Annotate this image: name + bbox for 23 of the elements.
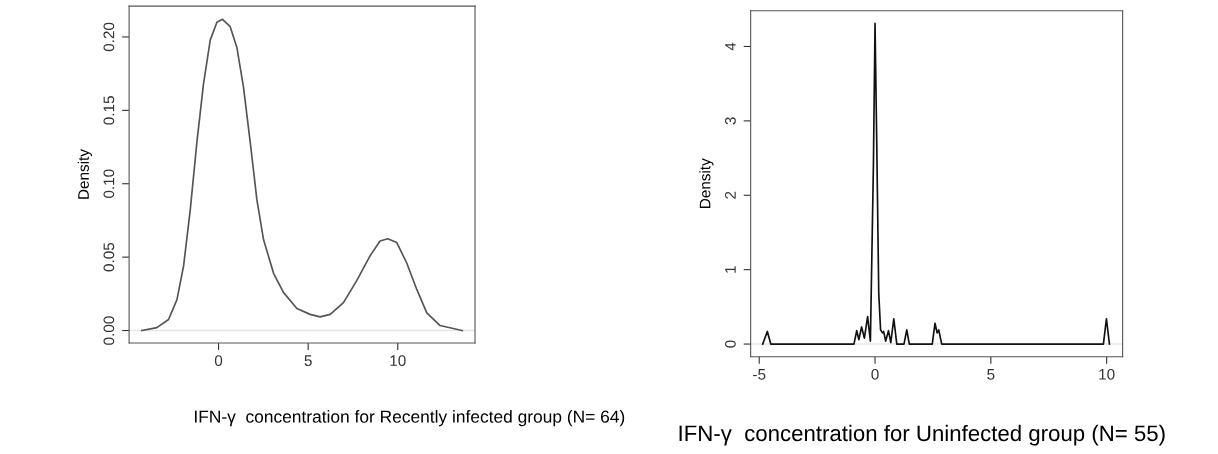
line-series xyxy=(761,22,1111,345)
x-tick-label: 0 xyxy=(214,355,223,367)
y-tick-label: 0.20 xyxy=(103,22,115,52)
y-tick-label: 1 xyxy=(725,266,736,273)
x-tick-label: 5 xyxy=(987,369,995,380)
x-tick-label: 5 xyxy=(304,355,312,367)
y-tick-label: 0.10 xyxy=(103,169,115,199)
y-tick-label: 0 xyxy=(725,340,736,348)
y-tick-label: 0.00 xyxy=(103,316,115,345)
y-tick-label: 0.15 xyxy=(103,96,115,125)
x-axis-title: IFN-γ concentration for Uninfected group (N= 55) xyxy=(679,424,1165,446)
y-tick-label: 4 xyxy=(725,42,736,51)
x-tick-label: 10 xyxy=(390,355,406,367)
y-tick-label: 2 xyxy=(725,191,736,199)
line-series xyxy=(140,18,464,332)
y-tick-label: 3 xyxy=(725,117,736,125)
x-axis-title: IFN-γ concentration for Recently infected group (N= 64) xyxy=(195,410,625,427)
x-tick-label: 10 xyxy=(1099,368,1115,380)
y-axis-title: Density xyxy=(77,149,92,199)
y-tick-label: 0.05 xyxy=(103,242,115,272)
y-axis-title: Density xyxy=(699,158,714,208)
x-tick-label: 0 xyxy=(871,368,879,380)
x-tick-label: -5 xyxy=(753,369,766,380)
